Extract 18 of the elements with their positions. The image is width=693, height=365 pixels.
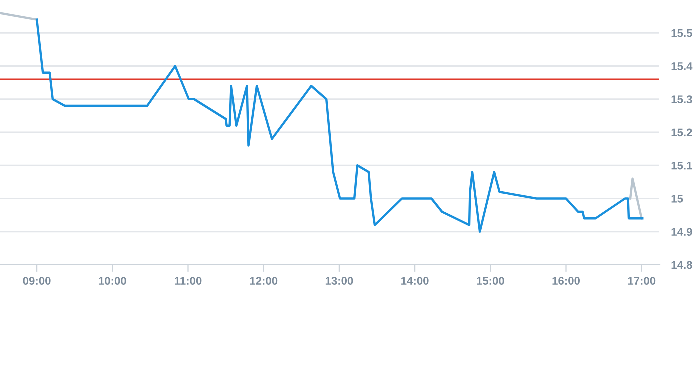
x-tick-label: 12:00 (250, 277, 278, 285)
y-tick-label: 15.5 (672, 30, 692, 38)
y-tick-label: 15.3 (672, 96, 692, 104)
x-tick-label: 14:00 (402, 277, 429, 285)
x-tick-label: 11:00 (175, 277, 202, 285)
y-tick-label: 15.1 (672, 162, 692, 170)
y-tick-label: 15.4 (672, 62, 693, 70)
x-tick-label: 09:00 (23, 277, 51, 285)
x-tick-label: 10:00 (99, 277, 126, 285)
x-tick-label: 16:00 (552, 277, 580, 285)
x-tick-label: 15:00 (477, 277, 504, 285)
y-tick-label: 15 (672, 195, 684, 203)
line-series (36, 18, 644, 233)
y-tick-label: 15.2 (672, 128, 692, 137)
y-tick-label: 14.8 (672, 261, 692, 270)
y-tick-label: 14.9 (672, 228, 692, 236)
x-tick-label: 13:00 (326, 277, 354, 285)
x-tick-label: 17:00 (628, 277, 656, 285)
